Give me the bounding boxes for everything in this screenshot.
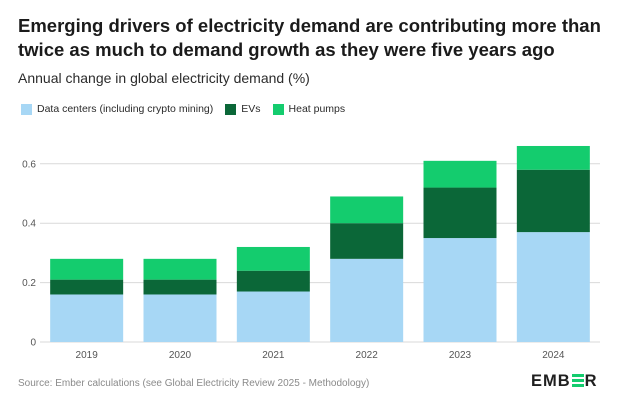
chart-title: Emerging drivers of electricity demand a… [18, 15, 601, 60]
bar-data-centers-2021 [236, 291, 310, 342]
legend-label-evs: EVs [241, 103, 261, 115]
bar-data-centers-2023 [423, 238, 497, 342]
legend-label-heat-pumps: Heat pumps [288, 103, 346, 115]
legend-label-data-centers: Data centers (including crypto mining) [37, 103, 214, 115]
grid-lines [40, 163, 600, 343]
x-tick-label: 2021 [262, 350, 285, 361]
y-tick-label: 0.4 [22, 219, 36, 230]
legend-swatch-evs [225, 103, 237, 115]
legend: Data centers (including crypto mining) E… [21, 103, 345, 115]
x-tick-label: 2023 [449, 350, 472, 361]
y-tick-label: 0.2 [22, 278, 36, 289]
legend-item-data-centers: Data centers (including crypto mining) [21, 103, 213, 115]
bar-heat-pumps-2023 [423, 160, 497, 188]
bar-heat-pumps-2022 [330, 196, 404, 224]
logo-text-end: R [584, 372, 598, 390]
bar-heat-pumps-2021 [236, 246, 310, 271]
legend-swatch-data-centers [21, 103, 32, 115]
y-tick-label: 0 [30, 338, 36, 349]
legend-swatch-heat-pumps [272, 103, 284, 115]
source-note: Source: Ember calculations (see Global E… [18, 378, 370, 389]
bar-heat-pumps-2019 [50, 258, 124, 280]
bar-data-centers-2024 [516, 232, 590, 342]
x-tick-label: 2022 [356, 350, 379, 361]
bar-evs-2021 [236, 270, 310, 292]
x-tick-label: 2024 [542, 350, 565, 361]
bar-heat-pumps-2024 [516, 145, 590, 170]
bar-evs-2020 [143, 279, 217, 295]
y-tick-label: 0.6 [22, 159, 36, 170]
stacked-bar-chart: 0 0.2 0.4 0.6 2019 2020 2021 2022 2023 2024 [22, 145, 600, 361]
legend-item-heat-pumps: Heat pumps [272, 103, 346, 115]
bar-data-centers-2022 [330, 258, 404, 342]
bar-evs-2019 [50, 279, 124, 295]
x-tick-label: 2019 [76, 350, 99, 361]
axis-labels: 0 0.2 0.4 0.6 2019 2020 2021 2022 2023 2024 [22, 159, 565, 361]
bar-data-centers-2019 [50, 294, 124, 342]
bar-evs-2023 [423, 187, 497, 239]
bar-evs-2024 [516, 169, 590, 233]
logo-text-start: EMB [531, 372, 571, 390]
ember-logo: EMB R [531, 372, 598, 391]
bar-evs-2022 [330, 223, 404, 259]
bar-data-centers-2020 [143, 294, 217, 342]
legend-item-evs: EVs [225, 103, 261, 115]
x-tick-label: 2020 [169, 350, 192, 361]
ember-e-icon [571, 374, 584, 387]
bars [50, 145, 590, 342]
chart-subtitle: Annual change in global electricity dema… [18, 70, 310, 86]
bar-heat-pumps-2020 [143, 258, 217, 280]
